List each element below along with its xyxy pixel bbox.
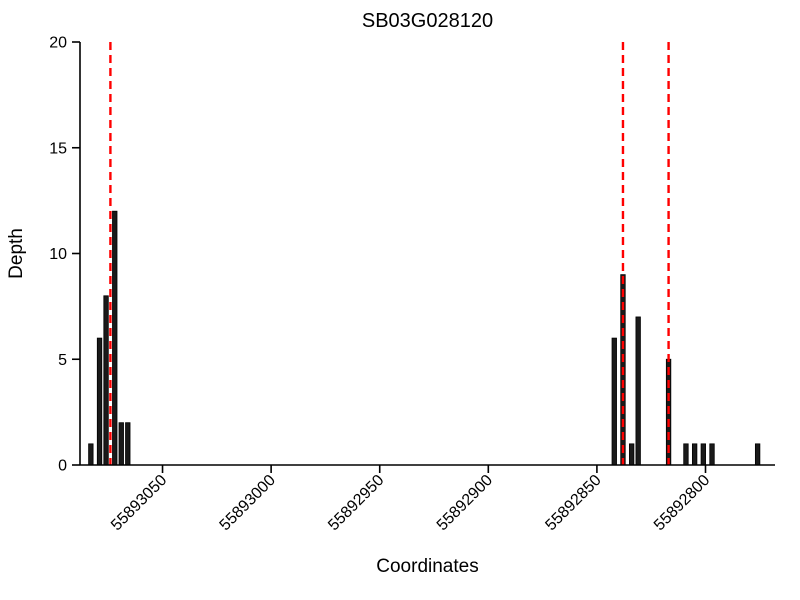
depth-bar (118, 422, 124, 466)
depth-bar (629, 443, 635, 466)
y-axis-label: Depth (6, 228, 27, 279)
depth-bar (125, 422, 131, 466)
y-tick-label: 10 (49, 246, 67, 263)
y-tick-label: 5 (58, 352, 67, 369)
depth-bar (683, 443, 689, 466)
y-tick-label: 15 (49, 140, 67, 157)
y-tick-label: 20 (49, 35, 67, 52)
x-tick-label: 55893050 (108, 472, 170, 534)
depth-bar (611, 337, 617, 466)
depth-bar (709, 443, 715, 466)
x-tick-label: 55892800 (651, 472, 713, 534)
depth-bar (700, 443, 706, 466)
depth-bar (754, 443, 761, 466)
x-tick-label: 55892900 (434, 472, 496, 534)
depth-bar (88, 443, 94, 466)
depth-bar (112, 210, 118, 466)
chart-title: SB03G028120 (362, 10, 493, 32)
depth-bar (96, 337, 103, 466)
depth-bar (635, 316, 641, 466)
x-tick-label: 55892950 (325, 472, 387, 534)
x-tick-label: 55892850 (542, 472, 604, 534)
depth-bar (691, 443, 698, 466)
y-tick-label: 0 (58, 458, 67, 475)
x-tick-label: 55893000 (217, 472, 279, 534)
depth-bar (103, 295, 109, 466)
x-axis-label: Coordinates (376, 556, 478, 577)
